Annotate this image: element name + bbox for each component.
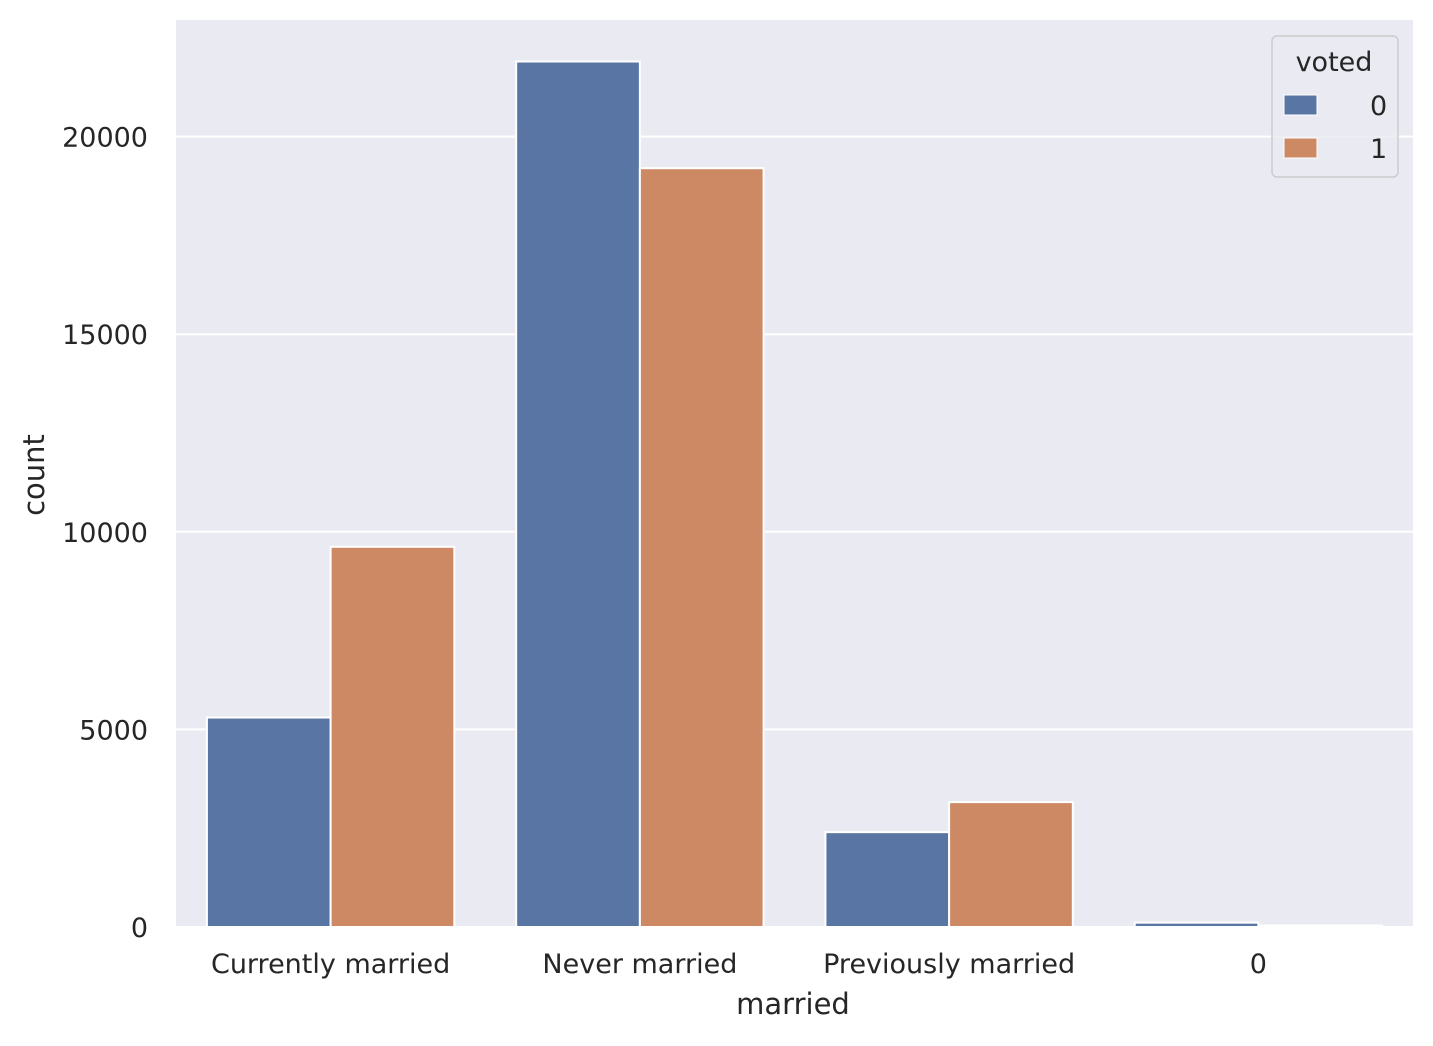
y-tick-label: 5000 [79, 715, 148, 746]
bars [205, 60, 1384, 929]
x-axis-label: married [736, 987, 850, 1021]
legend-swatch [1283, 137, 1318, 159]
bar-voted-1 [329, 545, 456, 929]
x-tick-label: 0 [1250, 949, 1267, 980]
y-tick-label: 10000 [62, 518, 148, 549]
y-axis-ticks: 0 5000 10000 15000 20000 [62, 123, 148, 944]
y-tick-label: 20000 [62, 123, 148, 154]
legend-swatch [1283, 94, 1318, 116]
bar-voted-0 [515, 60, 641, 929]
bar-voted-0 [205, 716, 332, 928]
bar-voted-1 [1257, 924, 1384, 929]
legend-label: 0 [1370, 91, 1387, 122]
x-axis-ticks: Currently married Never married Previously… [211, 949, 1267, 980]
x-tick-label: Never married [542, 949, 737, 980]
legend: voted 01 [1271, 35, 1399, 178]
legend-title: voted [1296, 47, 1373, 78]
y-axis-label: count [17, 434, 51, 516]
bar-voted-1 [948, 801, 1074, 929]
bar-voted-1 [638, 167, 765, 928]
x-tick-label: Currently married [211, 949, 450, 980]
legend-label: 1 [1370, 134, 1387, 165]
bar-voted-0 [1133, 921, 1260, 928]
legend-items: 01 [1283, 91, 1387, 165]
bar-voted-0 [824, 831, 951, 928]
y-tick-label: 15000 [62, 320, 148, 351]
y-tick-label: 0 [131, 913, 148, 944]
x-tick-label: Previously married [823, 949, 1075, 980]
